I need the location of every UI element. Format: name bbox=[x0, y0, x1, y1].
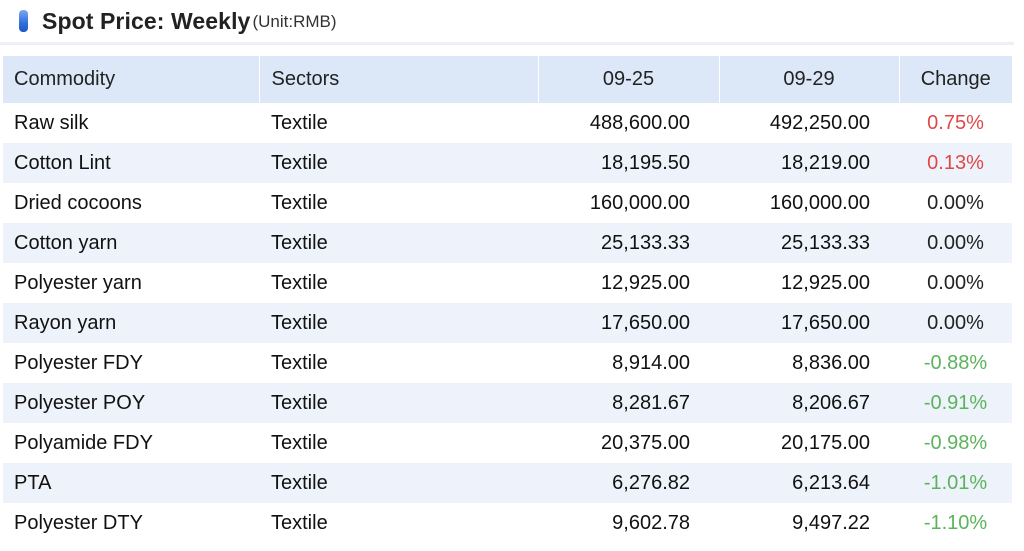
price-date-2-cell: 25,133.33 bbox=[719, 223, 899, 263]
sector-cell: Textile bbox=[259, 503, 538, 543]
page-header: Spot Price: Weekly (Unit:RMB) bbox=[0, 0, 1014, 45]
spot-price-table: Commodity Sectors 09-25 09-29 Change Raw… bbox=[3, 56, 1012, 543]
unit-label: (Unit:RMB) bbox=[252, 12, 337, 31]
sector-cell: Textile bbox=[259, 463, 538, 503]
sector-cell: Textile bbox=[259, 223, 538, 263]
change-cell: 0.00% bbox=[899, 183, 1012, 223]
column-header-change: Change bbox=[899, 56, 1012, 103]
price-date-2-cell: 20,175.00 bbox=[719, 423, 899, 463]
commodity-cell: Dried cocoons bbox=[3, 183, 259, 223]
table-row: Cotton Lint Textile 18,195.50 18,219.00 0.13… bbox=[3, 143, 1012, 183]
change-cell: 0.13% bbox=[899, 143, 1012, 183]
sector-cell: Textile bbox=[259, 103, 538, 143]
commodity-cell: Cotton yarn bbox=[3, 223, 259, 263]
price-date-1-cell: 9,602.78 bbox=[538, 503, 719, 543]
price-date-2-cell: 492,250.00 bbox=[719, 103, 899, 143]
table-row: Cotton yarn Textile 25,133.33 25,133.33 0.00… bbox=[3, 223, 1012, 263]
price-date-1-cell: 20,375.00 bbox=[538, 423, 719, 463]
change-cell: 0.00% bbox=[899, 223, 1012, 263]
price-date-2-cell: 160,000.00 bbox=[719, 183, 899, 223]
change-cell: -1.10% bbox=[899, 503, 1012, 543]
price-date-1-cell: 8,914.00 bbox=[538, 343, 719, 383]
table-row: Rayon yarn Textile 17,650.00 17,650.00 0.00% bbox=[3, 303, 1012, 343]
page-title: Spot Price: Weekly bbox=[42, 7, 251, 34]
commodity-cell: Polyester yarn bbox=[3, 263, 259, 303]
table-row: Dried cocoons Textile 160,000.00 160,000.00… bbox=[3, 183, 1012, 223]
change-cell: 0.00% bbox=[899, 303, 1012, 343]
commodity-cell: Polyester POY bbox=[3, 383, 259, 423]
commodity-cell: Rayon yarn bbox=[3, 303, 259, 343]
table-row: Polyester DTY Textile 9,602.78 9,497.22 -1.1… bbox=[3, 503, 1012, 543]
change-cell: -0.91% bbox=[899, 383, 1012, 423]
column-header-sectors: Sectors bbox=[259, 56, 539, 103]
sector-cell: Textile bbox=[259, 303, 538, 343]
table-row: Polyester yarn Textile 12,925.00 12,925.00 0… bbox=[3, 263, 1012, 303]
sector-cell: Textile bbox=[259, 343, 538, 383]
price-date-2-cell: 8,836.00 bbox=[719, 343, 899, 383]
price-date-2-cell: 6,213.64 bbox=[719, 463, 899, 503]
table-row: Polyester FDY Textile 8,914.00 8,836.00 -0.8… bbox=[3, 343, 1012, 383]
price-date-2-cell: 9,497.22 bbox=[719, 503, 899, 543]
column-header-commodity: Commodity bbox=[3, 56, 260, 103]
sector-cell: Textile bbox=[259, 383, 538, 423]
price-date-1-cell: 25,133.33 bbox=[538, 223, 719, 263]
sector-cell: Textile bbox=[259, 263, 538, 303]
table-row: Raw silk Textile 488,600.00 492,250.00 0.75% bbox=[3, 103, 1012, 143]
price-date-1-cell: 12,925.00 bbox=[538, 263, 719, 303]
sector-cell: Textile bbox=[259, 423, 538, 463]
table-row: Polyamide FDY Textile 20,375.00 20,175.00 -0… bbox=[3, 423, 1012, 463]
price-date-2-cell: 17,650.00 bbox=[719, 303, 899, 343]
table-row: Polyester POY Textile 8,281.67 8,206.67 -0.9… bbox=[3, 383, 1012, 423]
table-row: PTA Textile 6,276.82 6,213.64 -1.01% bbox=[3, 463, 1012, 503]
price-date-2-cell: 12,925.00 bbox=[719, 263, 899, 303]
change-cell: 0.00% bbox=[899, 263, 1012, 303]
price-date-2-cell: 18,219.00 bbox=[719, 143, 899, 183]
price-date-1-cell: 160,000.00 bbox=[538, 183, 719, 223]
price-date-1-cell: 488,600.00 bbox=[538, 103, 719, 143]
change-cell: -0.98% bbox=[899, 423, 1012, 463]
commodity-cell: PTA bbox=[3, 463, 259, 503]
price-date-1-cell: 8,281.67 bbox=[538, 383, 719, 423]
table-header-row: Commodity Sectors 09-25 09-29 Change bbox=[3, 56, 1012, 103]
sector-cell: Textile bbox=[259, 183, 538, 223]
change-cell: -0.88% bbox=[899, 343, 1012, 383]
column-header-date-2: 09-29 bbox=[719, 56, 900, 103]
sector-cell: Textile bbox=[259, 143, 538, 183]
price-date-1-cell: 18,195.50 bbox=[538, 143, 719, 183]
commodity-cell: Polyester FDY bbox=[3, 343, 259, 383]
change-cell: 0.75% bbox=[899, 103, 1012, 143]
price-date-2-cell: 8,206.67 bbox=[719, 383, 899, 423]
title-marker-icon bbox=[19, 10, 28, 32]
price-date-1-cell: 6,276.82 bbox=[538, 463, 719, 503]
commodity-cell: Raw silk bbox=[3, 103, 259, 143]
commodity-cell: Polyester DTY bbox=[3, 503, 259, 543]
price-date-1-cell: 17,650.00 bbox=[538, 303, 719, 343]
commodity-cell: Polyamide FDY bbox=[3, 423, 259, 463]
column-header-date-1: 09-25 bbox=[538, 56, 720, 103]
change-cell: -1.01% bbox=[899, 463, 1012, 503]
commodity-cell: Cotton Lint bbox=[3, 143, 259, 183]
